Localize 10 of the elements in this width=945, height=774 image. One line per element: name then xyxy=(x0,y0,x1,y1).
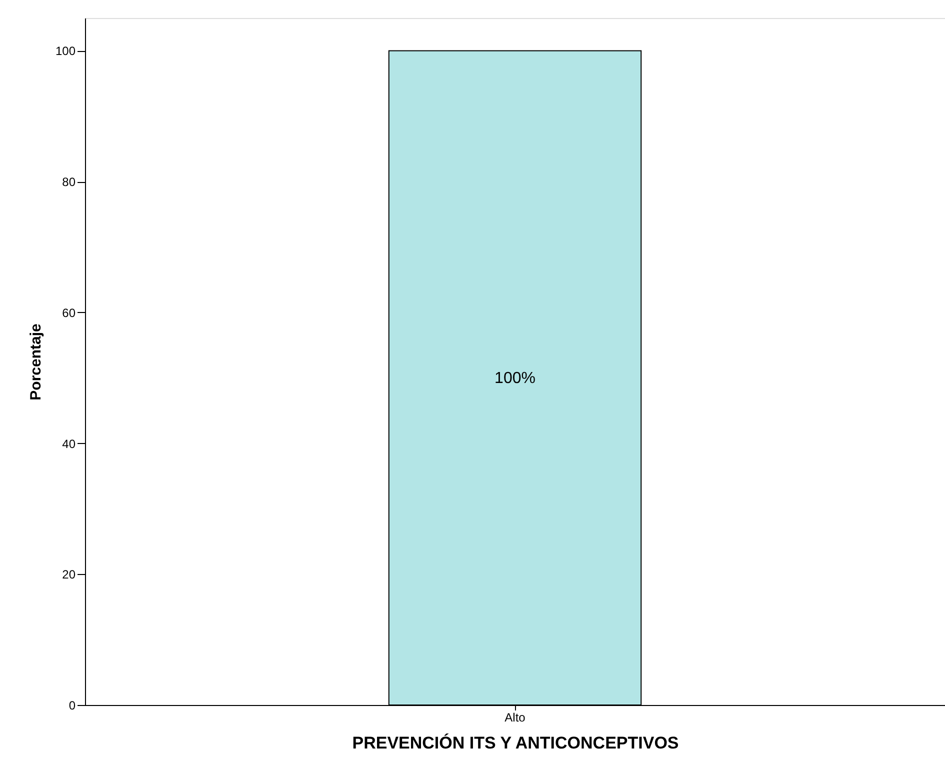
y-tick-label: 60 xyxy=(62,306,76,320)
y-tick-label: 80 xyxy=(62,175,76,190)
y-tick-label: 0 xyxy=(68,698,76,712)
y-axis-title: Porcentaje xyxy=(27,324,44,400)
y-tick-label: 100 xyxy=(55,44,76,58)
x-tick-label: Alto xyxy=(504,710,526,724)
y-tick-label: 40 xyxy=(62,436,76,451)
y-tick-label: 20 xyxy=(62,568,76,582)
x-axis-title: PREVENCIÓN ITS Y ANTICONCEPTIVOS xyxy=(352,732,679,752)
data-label: 100% xyxy=(494,370,536,387)
